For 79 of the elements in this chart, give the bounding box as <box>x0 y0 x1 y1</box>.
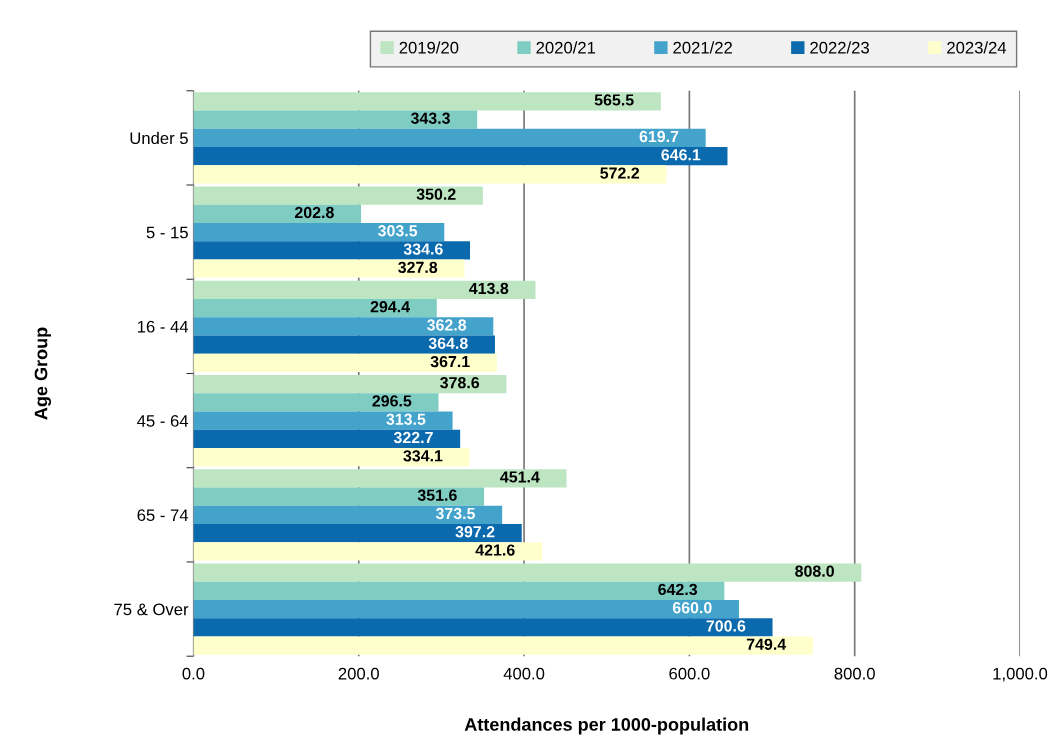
data-label: 413.8 <box>469 282 509 295</box>
bar <box>193 599 739 619</box>
x-tick-label: 800.0 <box>834 667 875 680</box>
bar <box>193 147 728 166</box>
data-label: 303.5 <box>378 225 418 237</box>
bar <box>193 542 542 561</box>
data-label: 373.5 <box>435 507 476 520</box>
data-label: 700.6 <box>706 620 746 632</box>
y-axis-title: Age Group <box>34 327 52 420</box>
x-axis-title: Attendances per 1000-population <box>464 717 749 735</box>
data-label: 362.8 <box>427 319 467 331</box>
y-tick-label: 75 & Over <box>114 603 189 616</box>
bar <box>193 353 497 373</box>
y-tick-label: 45 - 64 <box>137 415 189 427</box>
legend-label: 2019/20 <box>399 41 459 54</box>
bar <box>193 186 483 205</box>
data-label: 350.2 <box>416 188 456 200</box>
bar <box>193 563 862 582</box>
bar <box>193 165 667 184</box>
data-label: 397.2 <box>455 526 495 538</box>
bar <box>193 505 503 524</box>
y-tick-label: 65 - 74 <box>137 509 189 522</box>
bar <box>193 335 495 354</box>
data-label: 343.3 <box>410 112 450 124</box>
bar <box>193 618 773 637</box>
bar <box>193 636 813 655</box>
bar <box>193 280 536 299</box>
bar <box>193 487 485 506</box>
data-label: 367.1 <box>430 355 470 368</box>
bar <box>193 393 439 412</box>
data-label: 378.6 <box>440 377 480 389</box>
data-label: 334.6 <box>403 243 443 255</box>
bar <box>193 411 453 430</box>
legend-label: 2022/23 <box>810 41 869 54</box>
data-label: 642.3 <box>658 583 698 596</box>
data-label: 421.6 <box>475 544 515 556</box>
y-tick-label: Under 5 <box>130 131 188 145</box>
data-label: 619.7 <box>639 130 679 143</box>
bar <box>193 259 465 278</box>
bar <box>193 92 661 111</box>
legend-label: 2021/22 <box>673 41 732 54</box>
bar <box>193 110 478 129</box>
data-label: 351.6 <box>417 489 457 501</box>
bar <box>193 374 507 394</box>
x-tick-label: 600.0 <box>669 667 710 680</box>
data-label: 808.0 <box>795 565 834 577</box>
bar <box>193 204 362 223</box>
data-label: 322.7 <box>393 431 433 444</box>
bar <box>193 241 470 260</box>
y-tick-label: 5 - 15 <box>146 226 188 239</box>
bar <box>193 448 470 467</box>
legend-label: 2023/24 <box>947 41 1007 54</box>
bar <box>193 222 445 242</box>
legend-label: 2020/21 <box>536 41 596 54</box>
x-tick-label: 0.0 <box>182 667 205 680</box>
bar <box>193 581 725 600</box>
data-label: 202.8 <box>294 206 334 219</box>
data-label: 749.4 <box>746 638 787 650</box>
data-label: 334.1 <box>403 450 443 462</box>
data-label: 313.5 <box>386 413 426 425</box>
data-label: 646.1 <box>661 149 701 161</box>
data-label: 327.8 <box>398 261 438 273</box>
bar <box>193 128 706 148</box>
bar <box>193 317 494 336</box>
data-label: 565.5 <box>594 94 634 106</box>
data-label: 451.4 <box>500 471 540 483</box>
x-tick-label: 200.0 <box>338 667 379 680</box>
bar <box>193 469 567 488</box>
data-label: 572.2 <box>600 167 640 179</box>
data-label: 294.4 <box>370 301 410 313</box>
data-label: 296.5 <box>372 395 412 407</box>
x-tick-label: 1,000.0 <box>993 667 1048 682</box>
bar <box>193 429 461 449</box>
bar <box>193 523 522 543</box>
data-label: 660.0 <box>672 602 712 614</box>
y-tick-label: 16 - 44 <box>137 320 189 333</box>
bar <box>193 298 437 318</box>
data-label: 364.8 <box>428 337 468 349</box>
x-tick-label: 400.0 <box>503 667 545 680</box>
